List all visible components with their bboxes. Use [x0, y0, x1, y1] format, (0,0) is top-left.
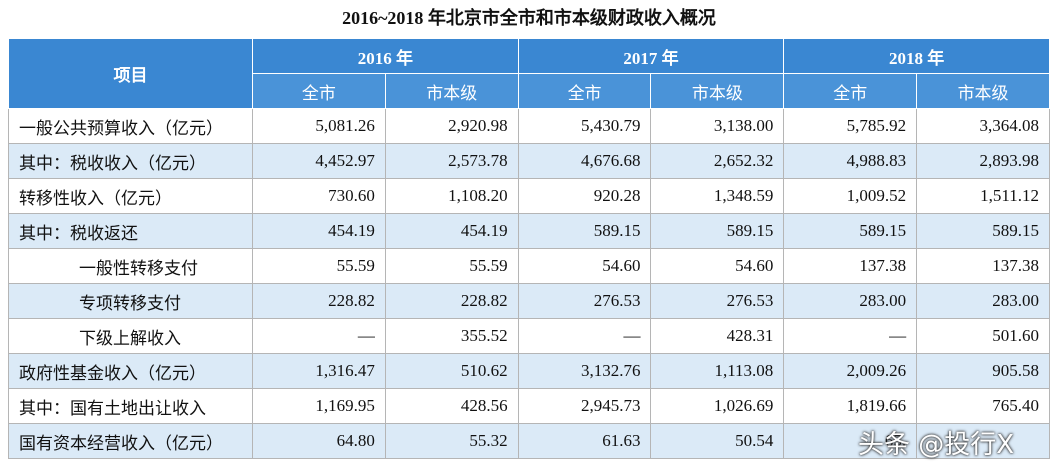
cell: 589.15	[517, 213, 652, 249]
item-header: 项目	[8, 38, 253, 109]
watermark: 头条 @投行X	[858, 430, 1015, 460]
cell: 228.82	[384, 283, 519, 319]
cell: 905.58	[916, 353, 1050, 389]
cell: 2,945.73	[517, 388, 652, 424]
cell: 137.38	[783, 248, 918, 284]
data-row: 下级上解收入 —355.52—428.31—501.60	[8, 318, 1050, 354]
cell: 730.60	[252, 178, 386, 214]
row-label: 其中：税收返还	[8, 213, 253, 249]
cell: 454.19	[384, 213, 519, 249]
data-row: 国有资本经营收入（亿元） 64.80 55.32 61.63 50.54 65.	[8, 423, 1050, 459]
cell: 5,081.26	[252, 108, 386, 144]
data-row: 政府性基金收入（亿元） 1,316.47 510.62 3,132.76 1,113.0…	[8, 353, 1050, 389]
cell: 61.63	[517, 423, 652, 459]
cell: —	[517, 318, 652, 354]
cell	[916, 423, 1050, 459]
data-row: 一般公共预算收入（亿元） 5,081.26 2,920.98 5,430.79 3,13…	[8, 108, 1050, 144]
cell: 589.15	[650, 213, 785, 249]
row-label: 一般公共预算收入（亿元）	[8, 108, 253, 144]
row-label: 下级上解收入	[8, 318, 253, 354]
cell: 1,113.08	[650, 353, 785, 389]
sub-header: 市本级	[916, 73, 1050, 109]
header-row: 项目 2016 年 2017 年 2018 年	[8, 38, 1050, 109]
row-label: 国有资本经营收入（亿元）	[8, 423, 253, 459]
cell: 589.15	[783, 213, 918, 249]
cell: 50.54	[650, 423, 785, 459]
cell: 283.00	[916, 283, 1050, 319]
sub-header: 全市	[517, 73, 652, 109]
cell: 765.40	[916, 388, 1050, 424]
data-row: 其中：税收返还 454.19 454.19 589.15 589.15 589.15 589…	[8, 213, 1050, 249]
sub-header: 市本级	[650, 73, 785, 109]
cell: 1,348.59	[650, 178, 785, 214]
cell: 454.19	[252, 213, 386, 249]
cell: 920.28	[517, 178, 652, 214]
cell: —	[252, 318, 386, 354]
cell: 2,573.78	[384, 143, 519, 179]
year-header: 2017 年	[517, 38, 785, 74]
cell: 54.60	[517, 248, 652, 284]
cell: 5,785.92	[783, 108, 918, 144]
row-label: 专项转移支付	[8, 283, 253, 319]
cell: 501.60	[916, 318, 1050, 354]
sub-header: 全市	[783, 73, 918, 109]
cell: 54.60	[650, 248, 785, 284]
data-row: 一般性转移支付 55.59 55.59 54.60 54.60 137.38 137.38	[8, 248, 1050, 284]
sub-header: 全市	[252, 73, 386, 109]
table-body: 一般公共预算收入（亿元） 5,081.26 2,920.98 5,430.79 3,13…	[8, 108, 1050, 459]
data-row: 其中：国有土地出让收入 1,169.95 428.56 2,945.73 1,026.6…	[8, 388, 1050, 424]
cell: 1,009.52	[783, 178, 918, 214]
cell: 55.32	[384, 423, 519, 459]
cell: 510.62	[384, 353, 519, 389]
cell: 4,452.97	[252, 143, 386, 179]
cell: 1,316.47	[252, 353, 386, 389]
cell: 55.59	[384, 248, 519, 284]
cell: 2,009.26	[783, 353, 918, 389]
row-label: 其中：国有土地出让收入	[8, 388, 253, 424]
row-label: 其中：税收收入（亿元）	[8, 143, 253, 179]
cell: 428.56	[384, 388, 519, 424]
row-label: 转移性收入（亿元）	[8, 178, 253, 214]
cell: 55.59	[252, 248, 386, 284]
table-title: 2016~2018 年北京市全市和市本级财政收入概况	[342, 8, 716, 28]
cell: 1,026.69	[650, 388, 785, 424]
cell: 276.53	[650, 283, 785, 319]
cell: 4,988.83	[783, 143, 918, 179]
cell: 1,819.66	[783, 388, 918, 424]
cell: 2,893.98	[916, 143, 1050, 179]
cell: 2,652.32	[650, 143, 785, 179]
subheader-row: 全市 市本级 全市 市本级 全市 市本级	[9, 73, 1050, 109]
cell: 2,920.98	[384, 108, 519, 144]
cell: 65.	[783, 423, 918, 459]
row-label: 政府性基金收入（亿元）	[8, 353, 253, 389]
cell: —	[783, 318, 918, 354]
data-row: 转移性收入（亿元） 730.60 1,108.20 920.28 1,348.59 1,0…	[8, 178, 1050, 214]
cell: 283.00	[783, 283, 918, 319]
cell: 276.53	[517, 283, 652, 319]
data-row: 专项转移支付 228.82 228.82 276.53 276.53 283.00 283.…	[8, 283, 1050, 319]
cell: 355.52	[384, 318, 519, 354]
cell: 5,430.79	[517, 108, 652, 144]
cell: 3,132.76	[517, 353, 652, 389]
data-row: 其中：税收收入（亿元） 4,452.97 2,573.78 4,676.68 2,652…	[8, 143, 1050, 179]
cell: 428.31	[650, 318, 785, 354]
cell: 228.82	[252, 283, 386, 319]
cell: 64.80	[252, 423, 386, 459]
cell: 4,676.68	[517, 143, 652, 179]
cell: 1,169.95	[252, 388, 386, 424]
cell: 3,364.08	[916, 108, 1050, 144]
year-header: 2016 年	[252, 38, 519, 74]
sub-header: 市本级	[384, 73, 519, 109]
revenue-table: 项目 2016 年 2017 年 2018 年 全市 市本级 全市 市本级 全市 市本级 一般…	[8, 38, 1050, 459]
cell: 137.38	[916, 248, 1050, 284]
cell: 3,138.00	[650, 108, 785, 144]
row-label: 一般性转移支付	[8, 248, 253, 284]
cell: 1,511.12	[916, 178, 1050, 214]
year-header: 2018 年	[783, 38, 1050, 74]
cell: 589.15	[916, 213, 1050, 249]
cell: 1,108.20	[384, 178, 519, 214]
